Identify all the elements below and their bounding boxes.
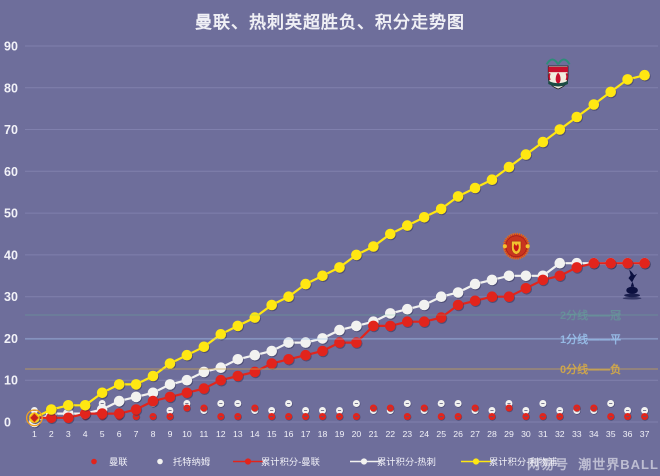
svg-text:10: 10 [182, 429, 192, 439]
svg-text:30: 30 [4, 290, 18, 304]
svg-text:70: 70 [4, 123, 18, 137]
svg-text:34: 34 [589, 429, 599, 439]
svg-text:35: 35 [606, 429, 616, 439]
svg-text:25: 25 [436, 429, 446, 439]
svg-text:20: 20 [4, 332, 18, 346]
svg-text:50: 50 [4, 207, 18, 221]
svg-text:32: 32 [555, 429, 565, 439]
svg-text:21: 21 [369, 429, 379, 439]
svg-text:80: 80 [4, 81, 18, 95]
svg-text:9: 9 [168, 429, 173, 439]
svg-text:1分线——平: 1分线——平 [560, 332, 621, 346]
svg-text:0: 0 [4, 416, 11, 430]
svg-text:累计积分-热刺: 累计积分-热刺 [377, 456, 436, 467]
svg-text:13: 13 [233, 429, 243, 439]
svg-text:20: 20 [352, 429, 362, 439]
svg-text:30: 30 [521, 429, 531, 439]
svg-text:12: 12 [216, 429, 226, 439]
svg-text:3: 3 [66, 429, 71, 439]
svg-text:0分线——负: 0分线——负 [560, 362, 621, 376]
svg-text:16: 16 [284, 429, 294, 439]
svg-text:33: 33 [572, 429, 582, 439]
svg-text:29: 29 [504, 429, 514, 439]
svg-text:10: 10 [4, 374, 18, 388]
svg-text:37: 37 [640, 429, 650, 439]
svg-text:4: 4 [83, 429, 88, 439]
svg-text:15: 15 [267, 429, 277, 439]
svg-text:2: 2 [49, 429, 54, 439]
svg-text:7: 7 [134, 429, 139, 439]
svg-text:60: 60 [4, 165, 18, 179]
svg-text:19: 19 [335, 429, 345, 439]
svg-text:14: 14 [250, 429, 260, 439]
svg-text:26: 26 [453, 429, 463, 439]
svg-text:1: 1 [32, 429, 37, 439]
svg-text:曼联: 曼联 [109, 457, 128, 467]
svg-text:23: 23 [402, 429, 412, 439]
svg-text:托特纳姆: 托特纳姆 [173, 456, 210, 467]
svg-text:40: 40 [4, 248, 18, 262]
svg-text:28: 28 [487, 429, 497, 439]
svg-text:22: 22 [385, 429, 395, 439]
svg-text:6: 6 [117, 429, 122, 439]
svg-text:8: 8 [151, 429, 156, 439]
svg-text:90: 90 [4, 40, 18, 54]
svg-text:24: 24 [419, 429, 429, 439]
svg-text:27: 27 [470, 429, 480, 439]
svg-text:累计积分-曼联: 累计积分-曼联 [261, 456, 320, 467]
svg-text:5: 5 [100, 429, 105, 439]
svg-text:18: 18 [318, 429, 328, 439]
svg-text:2分线——冠: 2分线——冠 [560, 308, 621, 322]
svg-text:31: 31 [538, 429, 548, 439]
svg-text:17: 17 [301, 429, 311, 439]
svg-text:11: 11 [199, 429, 208, 439]
svg-text:36: 36 [623, 429, 633, 439]
